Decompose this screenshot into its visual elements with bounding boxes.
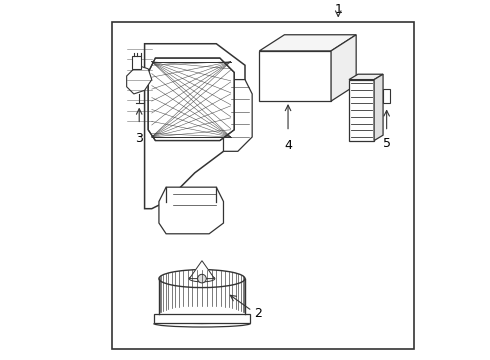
Polygon shape xyxy=(190,261,215,279)
Polygon shape xyxy=(132,56,141,69)
Polygon shape xyxy=(223,80,252,151)
Text: 1: 1 xyxy=(334,3,342,16)
Text: 2: 2 xyxy=(254,307,262,320)
Polygon shape xyxy=(259,35,356,51)
Polygon shape xyxy=(374,74,383,140)
Bar xyxy=(112,22,414,348)
Polygon shape xyxy=(148,58,234,140)
Text: 3: 3 xyxy=(135,132,143,145)
Circle shape xyxy=(197,274,206,283)
Polygon shape xyxy=(159,187,223,234)
Polygon shape xyxy=(145,44,245,209)
Polygon shape xyxy=(259,51,331,101)
Text: 5: 5 xyxy=(383,137,391,150)
Polygon shape xyxy=(331,35,356,101)
Polygon shape xyxy=(383,89,390,103)
Polygon shape xyxy=(349,80,374,140)
Text: 4: 4 xyxy=(284,139,292,152)
Bar xyxy=(153,315,250,323)
Polygon shape xyxy=(126,65,152,94)
Polygon shape xyxy=(349,74,383,80)
